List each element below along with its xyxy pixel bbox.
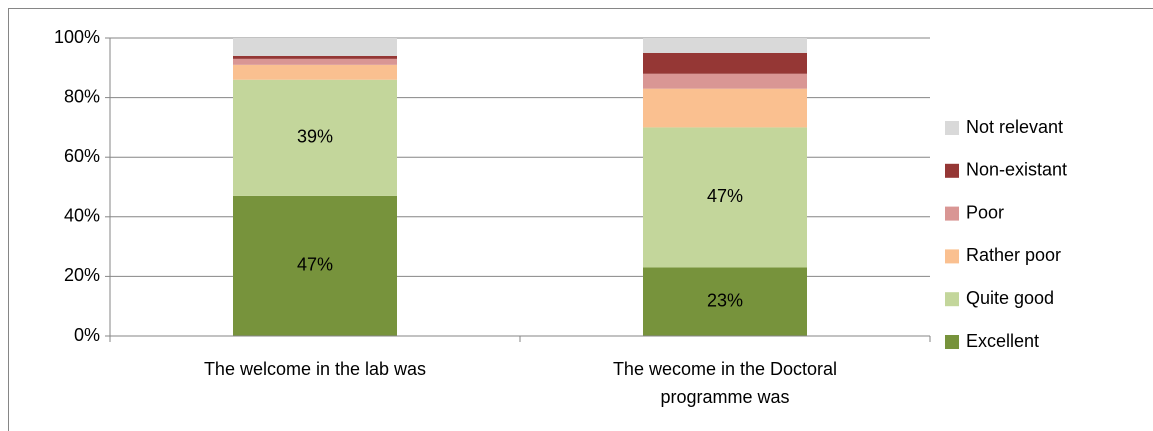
y-tick-label: 0% xyxy=(74,325,100,345)
legend-label: Not relevant xyxy=(966,117,1063,137)
data-label: 39% xyxy=(297,127,333,147)
bar-segment xyxy=(233,79,397,196)
legend-swatch xyxy=(945,163,959,178)
data-label: 23% xyxy=(707,290,743,310)
y-tick-label: 100% xyxy=(54,27,100,47)
bar-segment xyxy=(233,38,397,56)
legend-swatch xyxy=(945,335,959,349)
x-tick-label: The welcome in the lab was xyxy=(204,359,426,379)
bar-segment xyxy=(643,38,807,53)
data-label: 47% xyxy=(707,186,743,206)
bar-segment xyxy=(643,88,807,128)
legend-swatch xyxy=(945,206,959,221)
y-tick-label: 60% xyxy=(64,146,100,166)
y-tick-label: 40% xyxy=(64,206,100,226)
chart-frame xyxy=(8,8,1153,431)
legend-label: Poor xyxy=(966,202,1004,222)
bar-segment xyxy=(233,55,397,59)
bar-segment xyxy=(643,267,807,336)
legend-label: Quite good xyxy=(966,288,1054,308)
y-tick-label: 80% xyxy=(64,86,100,106)
legend-swatch xyxy=(945,292,959,307)
bar-segment xyxy=(643,127,807,268)
legend-swatch xyxy=(945,249,959,264)
legend-label: Rather poor xyxy=(966,245,1061,265)
legend-label: Excellent xyxy=(966,331,1039,351)
bar-segment xyxy=(233,195,397,336)
y-tick-label: 20% xyxy=(64,265,100,285)
x-tick-label: The wecome in the Doctoral programme was xyxy=(613,359,837,407)
bar-segment xyxy=(233,64,397,80)
legend-label: Non-existant xyxy=(966,160,1067,180)
bar-segment xyxy=(643,73,807,89)
data-label: 47% xyxy=(297,255,333,275)
legend-swatch xyxy=(945,121,959,135)
bar-segment xyxy=(643,52,807,74)
bar-segment xyxy=(233,58,397,65)
